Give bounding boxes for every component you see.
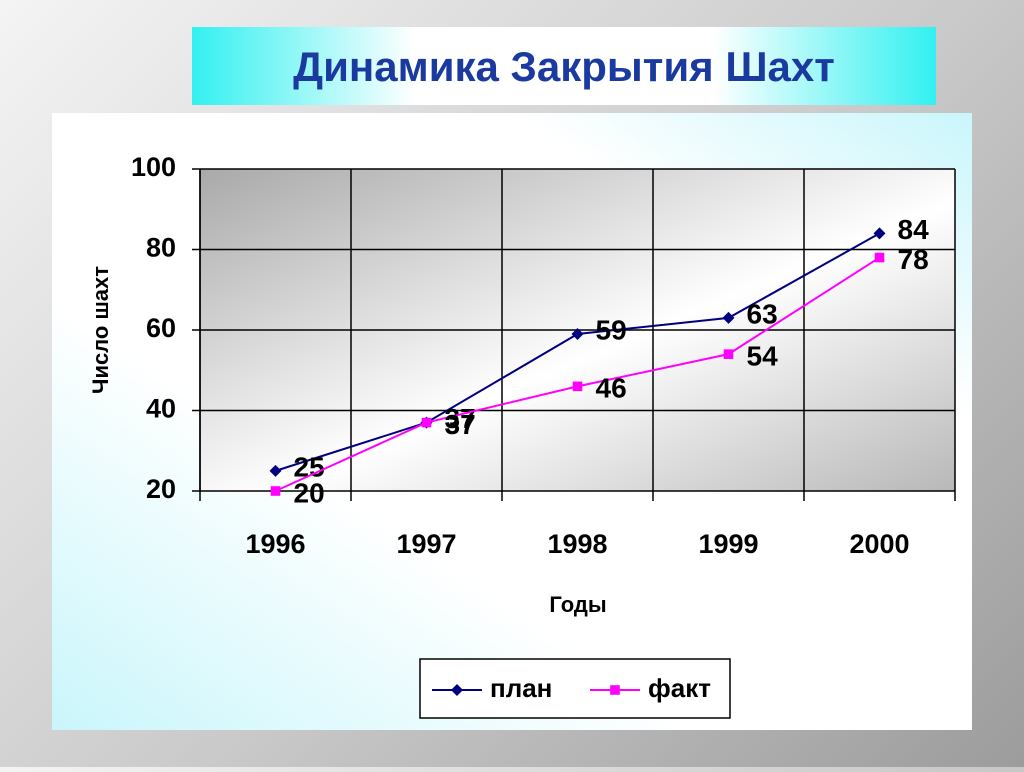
x-tick-label: 1996 xyxy=(245,529,305,559)
data-label: 25 xyxy=(294,451,325,482)
data-label: 78 xyxy=(898,244,929,275)
data-label: 59 xyxy=(596,314,627,345)
point xyxy=(873,227,886,240)
legend-marker xyxy=(610,685,620,695)
data-label: 20 xyxy=(294,477,325,508)
point xyxy=(572,381,583,392)
chart-title: Динамика Закрытия Шахт xyxy=(293,43,835,90)
data-label: 37 xyxy=(445,403,476,434)
title-box xyxy=(192,27,936,105)
x-tick-label: 1997 xyxy=(396,529,456,559)
x-tick-label: 1999 xyxy=(698,529,758,559)
point xyxy=(571,328,584,341)
x-tick-label: 2000 xyxy=(849,529,909,559)
y-axis-title: Число шахт xyxy=(88,266,113,394)
legend xyxy=(419,658,731,719)
y-tick-label: 100 xyxy=(131,152,176,182)
legend-label: план xyxy=(490,673,552,703)
x-axis-title: Годы xyxy=(549,592,606,617)
point xyxy=(269,464,282,477)
point xyxy=(874,252,885,263)
point xyxy=(722,311,735,324)
point xyxy=(270,486,281,496)
y-tick-label: 60 xyxy=(146,313,176,343)
data-label: 84 xyxy=(898,214,930,245)
data-label: 63 xyxy=(747,298,778,329)
point xyxy=(723,349,734,359)
legend-label: факт xyxy=(648,673,711,703)
data-label: 37 xyxy=(445,409,476,440)
data-label: 46 xyxy=(596,373,627,404)
x-tick-label: 1998 xyxy=(547,529,607,559)
data-label: 54 xyxy=(747,341,779,372)
y-tick-label: 40 xyxy=(146,394,176,424)
point xyxy=(421,417,432,428)
legend-marker xyxy=(451,684,463,696)
y-tick-label: 80 xyxy=(146,233,176,263)
y-tick-label: 20 xyxy=(146,474,176,504)
